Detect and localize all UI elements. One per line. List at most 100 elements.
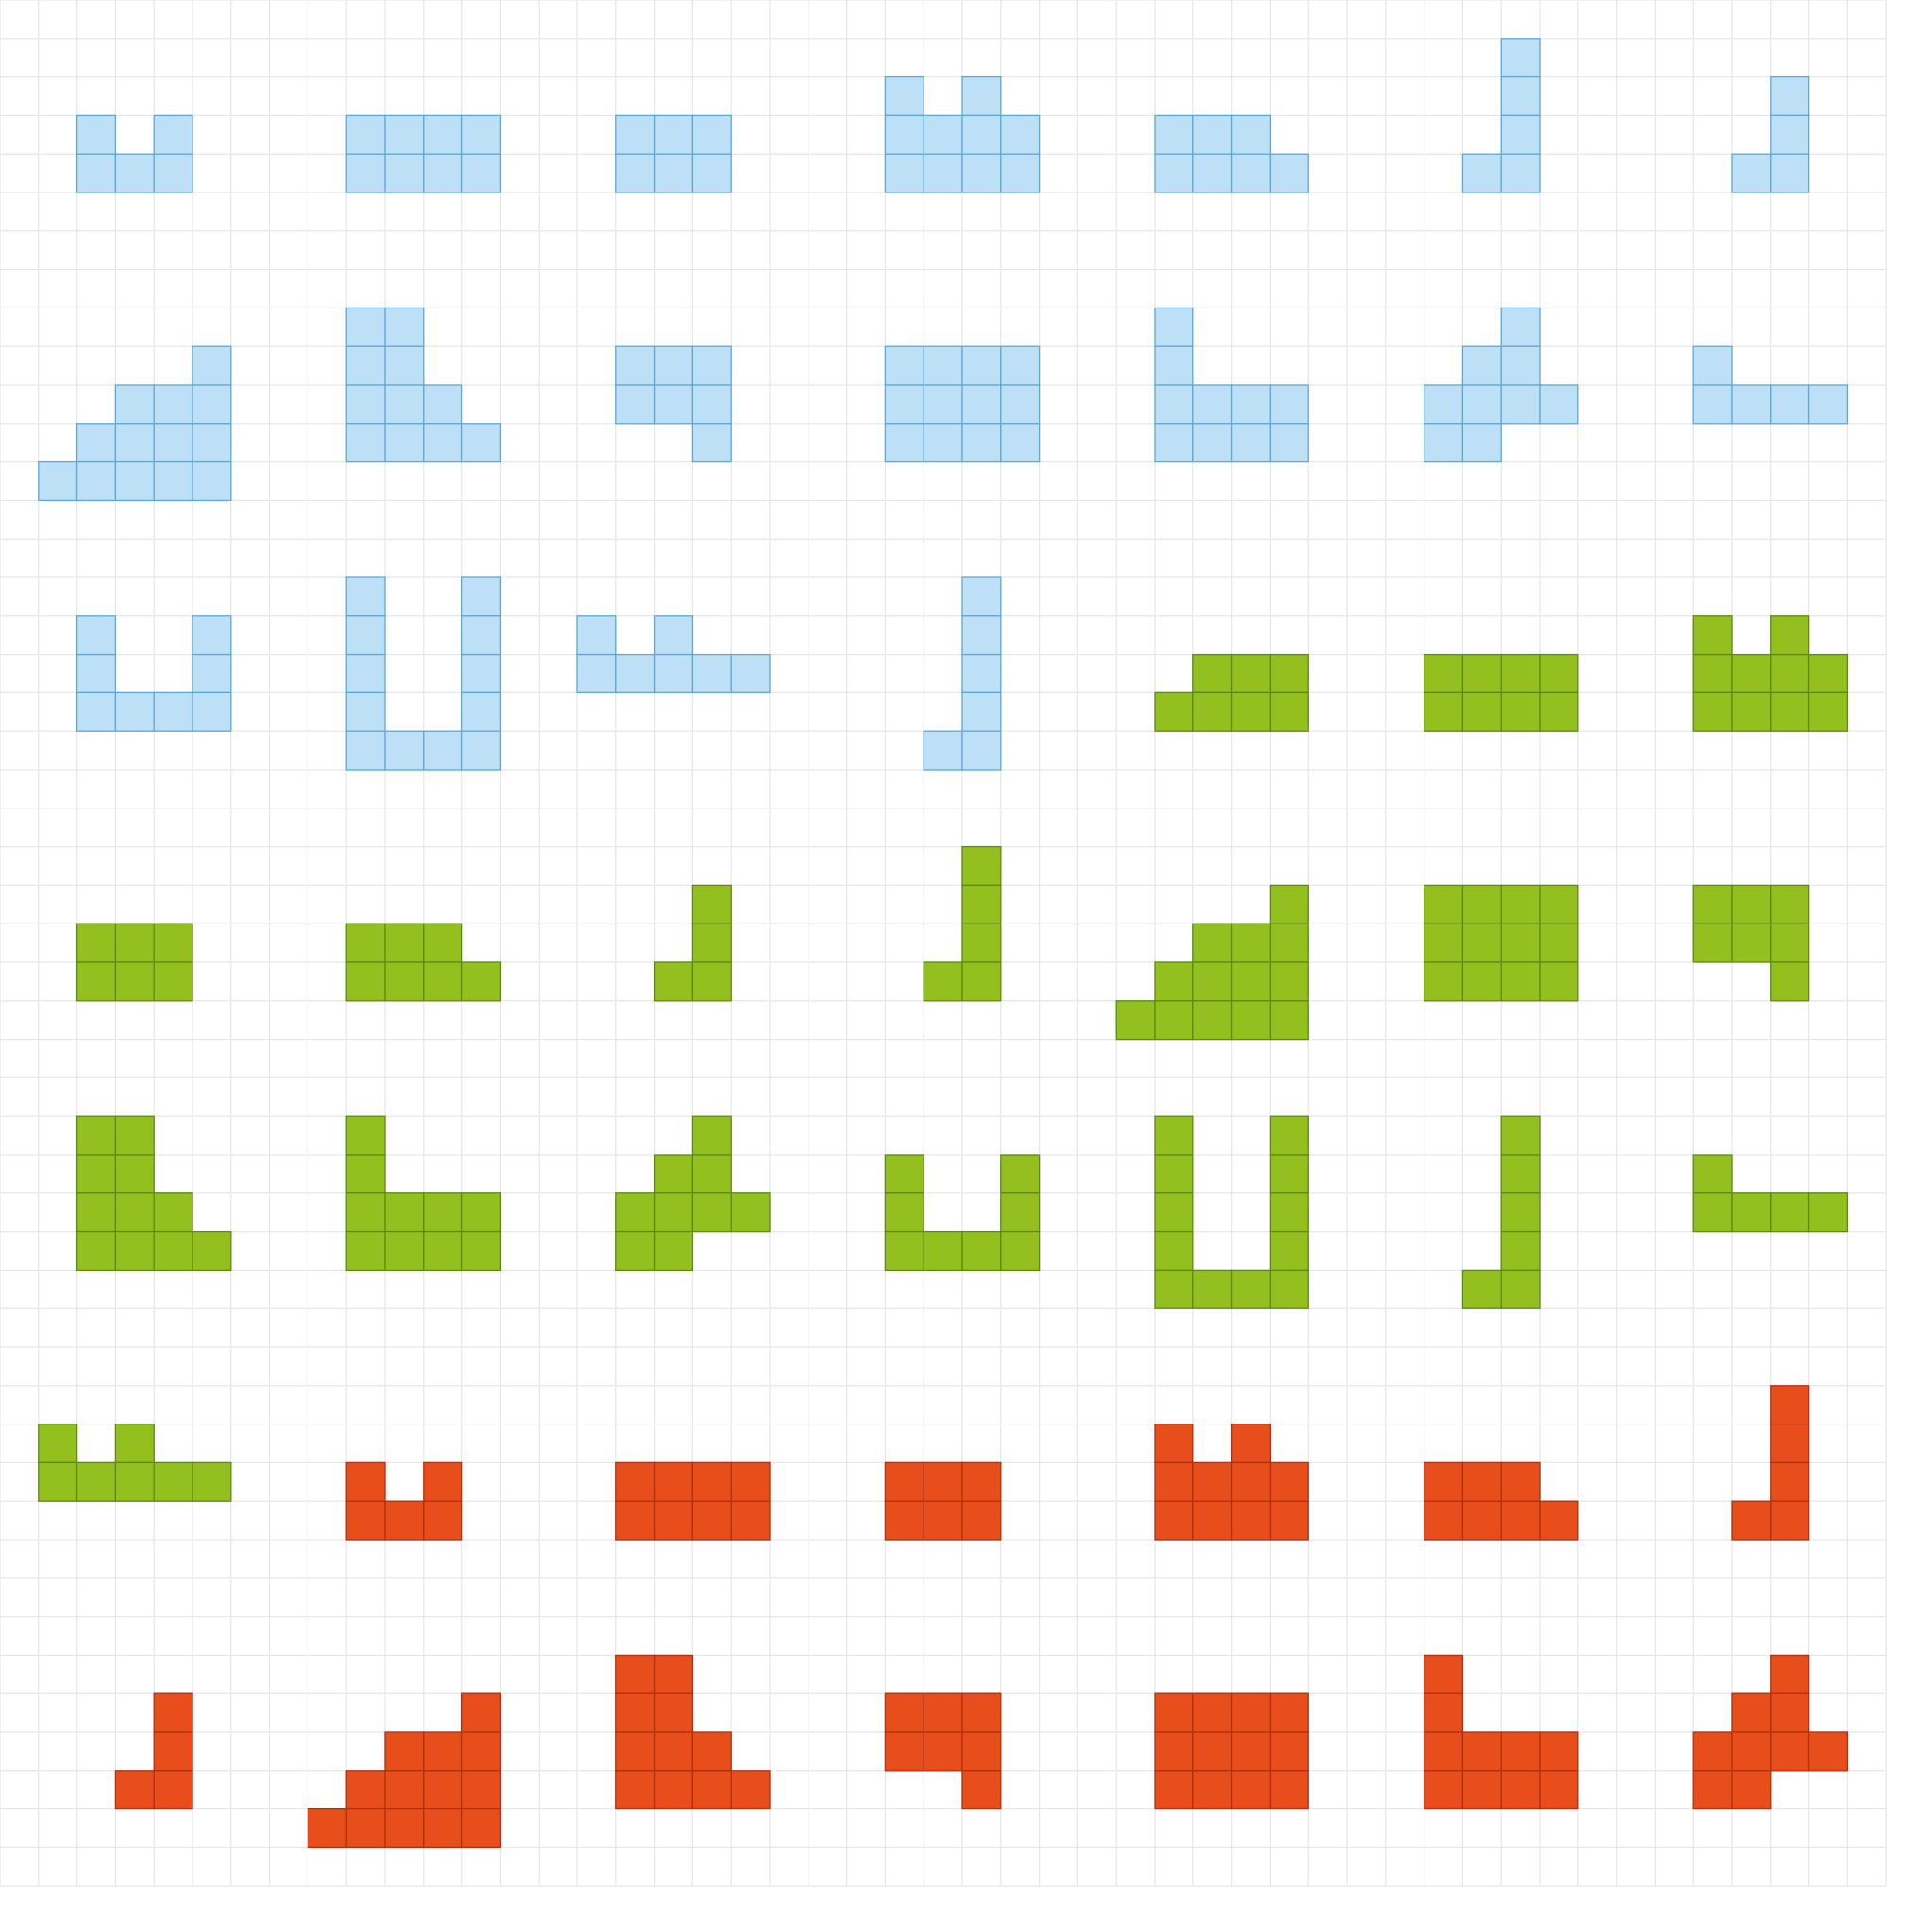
red-piece[interactable]	[1423, 1461, 1579, 1541]
piece-cell	[75, 653, 117, 694]
piece-cell	[1461, 153, 1502, 193]
blue-piece[interactable]	[884, 345, 1041, 463]
piece-cell	[1192, 114, 1233, 155]
piece-cell	[114, 1770, 155, 1810]
green-piece[interactable]	[615, 1115, 771, 1272]
blue-piece[interactable]	[345, 114, 502, 193]
piece-cell	[1269, 653, 1309, 694]
piece-cell	[653, 961, 694, 1002]
green-piece[interactable]	[345, 1115, 502, 1272]
green-piece[interactable]	[1154, 1115, 1309, 1309]
piece-cell	[384, 1500, 425, 1541]
piece-cell	[1423, 423, 1464, 463]
green-piece[interactable]	[1154, 653, 1309, 732]
green-piece[interactable]	[1692, 1154, 1849, 1233]
piece-cell	[653, 1654, 694, 1694]
blue-piece[interactable]	[576, 615, 771, 694]
piece-cell	[1692, 1770, 1733, 1810]
piece-cell	[653, 1500, 694, 1541]
blue-piece[interactable]	[75, 114, 193, 193]
piece-cell	[114, 923, 155, 963]
piece-cell	[1423, 923, 1464, 963]
piece-cell	[1269, 691, 1309, 732]
green-piece[interactable]	[653, 884, 732, 1002]
piece-cell	[1461, 1500, 1502, 1541]
blue-piece[interactable]	[75, 615, 232, 732]
piece-cell	[1692, 653, 1733, 694]
piece-cell	[1770, 153, 1810, 193]
piece-cell	[1154, 691, 1194, 732]
piece-cell	[153, 1192, 193, 1233]
red-piece[interactable]	[615, 1654, 771, 1810]
blue-piece[interactable]	[923, 576, 1002, 771]
piece-cell	[345, 730, 386, 771]
red-piece[interactable]	[615, 1461, 771, 1541]
piece-cell	[653, 1692, 694, 1733]
red-piece[interactable]	[1731, 1385, 1810, 1541]
green-piece[interactable]	[38, 1423, 232, 1502]
red-piece[interactable]	[307, 1692, 502, 1849]
red-piece[interactable]	[1692, 1654, 1849, 1810]
piece-cell	[615, 114, 656, 155]
blue-piece[interactable]	[884, 75, 1041, 193]
piece-cell	[192, 615, 232, 656]
blue-piece[interactable]	[615, 114, 732, 193]
piece-cell	[384, 1807, 425, 1849]
blue-piece[interactable]	[1461, 38, 1541, 193]
piece-cell	[1692, 923, 1733, 963]
blue-piece[interactable]	[1423, 307, 1579, 463]
red-piece[interactable]	[114, 1692, 193, 1810]
green-piece[interactable]	[1692, 615, 1849, 732]
blue-piece[interactable]	[38, 345, 232, 502]
piece-cell	[423, 1500, 463, 1541]
piece-cell	[1115, 1000, 1156, 1041]
piece-cell	[1770, 1731, 1810, 1772]
piece-cell	[423, 153, 463, 193]
red-piece[interactable]	[884, 1461, 1002, 1541]
piece-cell	[1154, 1500, 1194, 1541]
piece-cell	[1230, 1000, 1272, 1041]
green-piece[interactable]	[345, 923, 502, 1002]
piece-cell	[1154, 1000, 1194, 1041]
red-piece[interactable]	[1154, 1692, 1309, 1810]
piece-cell	[923, 1230, 963, 1272]
blue-piece[interactable]	[615, 345, 732, 463]
red-piece[interactable]	[1154, 1423, 1309, 1541]
blue-piece[interactable]	[1692, 345, 1849, 425]
piece-cell	[1731, 384, 1772, 425]
piece-cell	[153, 114, 193, 155]
red-piece[interactable]	[345, 1461, 463, 1541]
piece-cell	[1192, 1269, 1233, 1309]
green-piece[interactable]	[923, 845, 1002, 1002]
piece-cell	[1770, 1192, 1810, 1233]
red-piece[interactable]	[884, 1692, 1002, 1810]
piece-cell	[1230, 423, 1272, 463]
piece-cell	[345, 345, 386, 386]
piece-cell	[961, 615, 1002, 656]
piece-cell	[423, 384, 463, 425]
green-piece[interactable]	[1423, 653, 1579, 732]
piece-cell	[423, 423, 463, 463]
blue-piece[interactable]	[345, 307, 502, 463]
green-piece[interactable]	[75, 1115, 232, 1272]
green-piece[interactable]	[1461, 1115, 1541, 1309]
piece-cell	[1692, 691, 1733, 732]
blue-piece[interactable]	[345, 576, 502, 771]
blue-piece[interactable]	[1154, 114, 1309, 193]
red-piece[interactable]	[1423, 1654, 1579, 1810]
green-piece[interactable]	[1115, 884, 1309, 1041]
green-piece[interactable]	[1692, 884, 1810, 1002]
piece-cell	[1230, 923, 1272, 963]
green-piece[interactable]	[884, 1154, 1041, 1272]
green-piece[interactable]	[75, 923, 193, 1002]
piece-cell	[615, 1192, 656, 1233]
blue-piece[interactable]	[1154, 307, 1309, 463]
blue-piece[interactable]	[1731, 75, 1810, 193]
piece-cell	[192, 460, 232, 502]
piece-cell	[1269, 423, 1309, 463]
piece-cell	[1154, 1461, 1194, 1502]
green-piece[interactable]	[1423, 884, 1579, 1002]
piece-cell	[1423, 961, 1464, 1002]
piece-cell	[961, 153, 1002, 193]
